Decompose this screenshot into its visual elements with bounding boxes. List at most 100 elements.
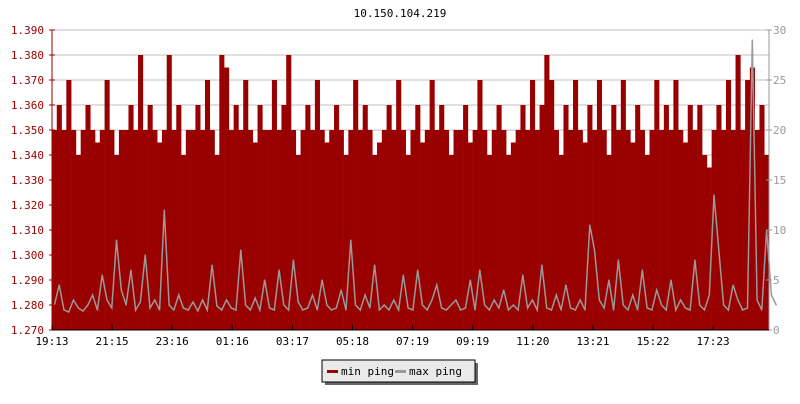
min-ping-bar [138,55,144,330]
max-ping-point [244,304,247,306]
min-ping-bar [592,130,598,330]
max-ping-point [589,224,591,226]
min-ping-bar [525,130,531,330]
max-ping-point [297,301,299,303]
min-ping-bar [515,130,521,330]
min-ping-bar [639,130,646,330]
min-ping-bar [142,130,148,330]
min-ping-bar [257,105,263,330]
min-ping-bar [439,105,445,330]
y-left-tick-label: 1.370 [11,74,44,87]
max-ping-path [53,39,777,313]
min-ping-bar [204,80,211,330]
x-tick-label: 05:18 [336,335,369,348]
max-ping-point [335,307,338,309]
max-ping-point [225,299,228,301]
max-ping-point [235,309,237,311]
max-ping-point [354,304,357,306]
min-ping-bar [759,105,765,330]
max-ping-point [746,307,749,309]
min-ping-bar [467,142,473,330]
max-ping-point [608,279,610,281]
max-ping-point [684,307,686,309]
min-ping-bar [472,130,478,330]
max-ping-point [460,309,462,311]
max-ping-point [546,307,548,309]
max-ping-point [77,307,79,309]
min-ping-bar [458,130,464,330]
min-ping-bar [549,80,555,330]
min-ping-bar [587,105,593,330]
min-ping-bar [453,130,459,330]
max-ping-point [732,284,734,286]
min-ping-bar [659,130,665,330]
max-ping-point [393,299,395,301]
max-ping-point [197,310,199,312]
min-ping-bar [243,80,249,330]
max-ping-point [221,309,223,311]
x-tick-label: 19:13 [35,335,68,348]
min-ping-bar [725,80,732,330]
min-ping-bar [716,105,722,330]
min-ping-bar [362,105,368,330]
min-ping-bar [305,105,311,330]
max-ping-point [536,309,538,311]
max-ping-point [96,309,99,311]
min-ping-bar [510,142,516,330]
min-ping-bar [620,80,626,330]
min-ping-bar [262,130,268,330]
max-ping-point [474,309,476,311]
max-ping-point [703,309,706,311]
y-right-tick-label: 30 [773,24,786,37]
min-ping-bar [71,130,77,330]
x-tick-label: 13:21 [576,335,609,348]
max-ping-point [374,264,376,266]
max-ping-point [149,307,151,309]
min-ping-bar [152,130,158,330]
min-ping-bar [343,155,349,330]
min-ping-bar [496,105,502,330]
max-ping-point [364,294,366,296]
min-ping-bar [730,130,736,330]
min-ping-bar [649,130,655,330]
max-ping-point [417,269,419,271]
max-ping-point [58,284,60,286]
y-left-tick-label: 1.290 [11,274,44,287]
min-ping-bar [663,105,669,330]
max-ping-point [598,299,600,301]
max-ping-point [426,309,428,311]
max-ping-point [670,279,672,281]
min-ping-bar [654,80,660,330]
min-ping-bar [434,130,440,330]
min-ping-bar [157,142,163,330]
max-ping-point [560,309,562,311]
max-ping-point [278,269,280,271]
max-ping-point [718,249,720,251]
max-ping-point [431,299,433,301]
max-ping-point [111,307,113,309]
max-ping-point [201,299,204,301]
min-ping-bar [443,130,450,330]
min-ping-bar [625,130,631,330]
y-left-tick-label: 1.360 [11,99,44,112]
min-ping-bar [238,130,244,330]
min-ping-bar [754,130,760,330]
max-ping-point [622,304,624,306]
axes: 1.270 1.280 1.290 1.300 1.310 1.320 1.330 1.340… [11,24,786,348]
y-left-tick-label: 1.270 [11,324,44,337]
max-ping-point [613,309,615,311]
min-ping-bar [520,105,526,330]
max-ping-point [713,194,715,196]
max-ping-point [192,301,194,303]
y-right-tick-label: 0 [773,324,780,337]
max-ping-point [68,311,70,313]
max-ping-point [412,309,414,311]
max-ping-point [115,239,118,241]
max-ping-point [503,289,505,291]
max-ping-point [240,249,242,251]
min-ping-bar [357,130,363,330]
min-ping-bar [424,130,430,330]
max-ping-point [636,309,639,311]
max-ping-point [321,279,323,281]
min-ping-bar [133,130,139,330]
